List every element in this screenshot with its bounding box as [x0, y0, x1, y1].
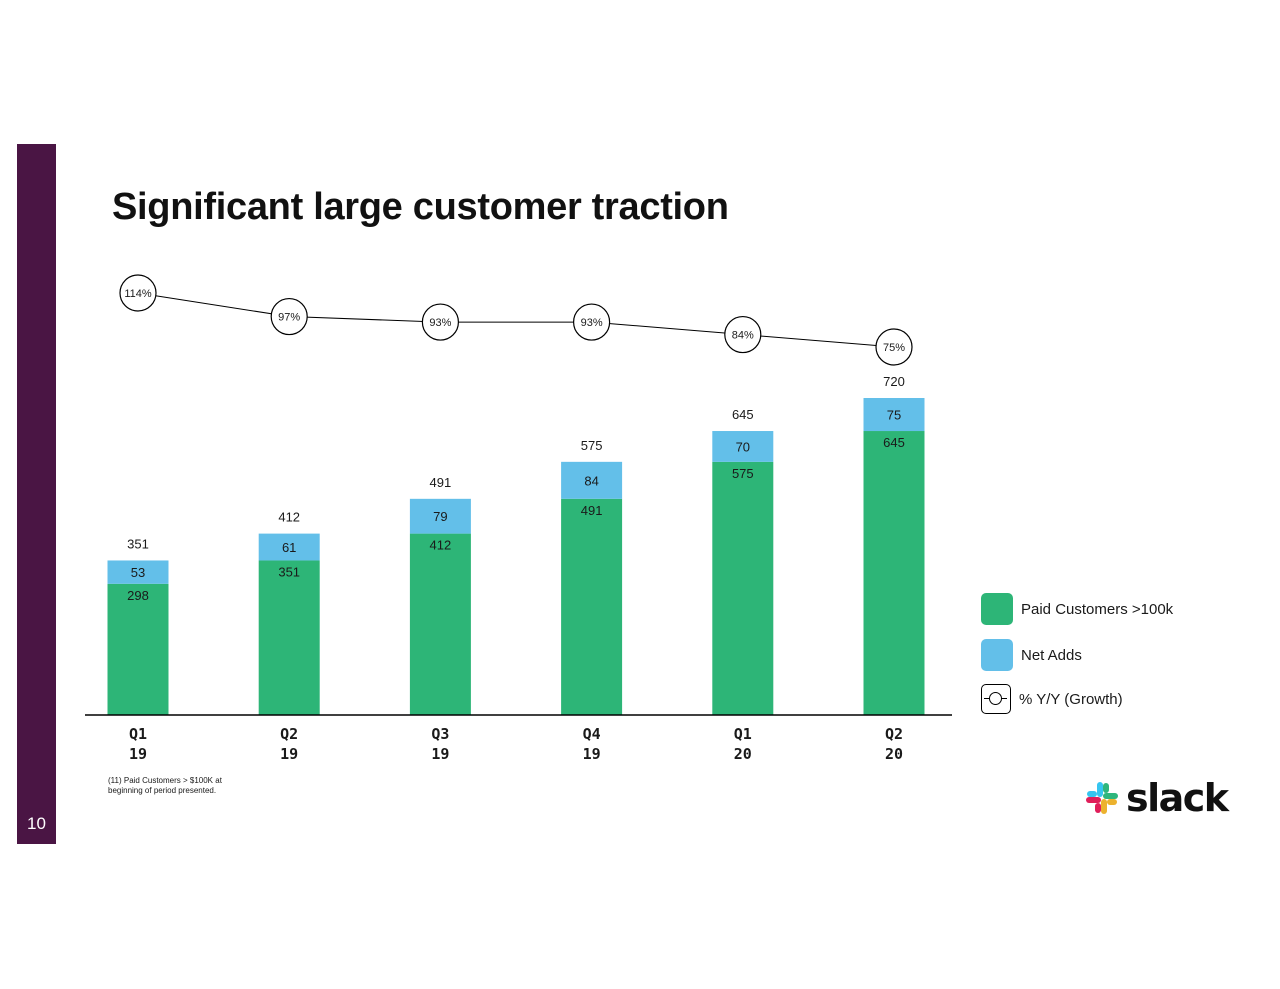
- tick-label-year-5: 20: [885, 745, 903, 763]
- legend-label-growth: % Y/Y (Growth): [1019, 690, 1123, 708]
- tick-label-quarter-1: Q2: [280, 725, 298, 743]
- tick-label-year-1: 19: [280, 745, 298, 763]
- legend-swatch-paid: [981, 593, 1013, 625]
- data-label-total-1: 412: [278, 510, 300, 525]
- bar-net-2: [409, 498, 471, 534]
- tick-label-year-4: 20: [734, 745, 752, 763]
- data-label-paid-4: 575: [732, 466, 754, 481]
- page-title: Significant large customer traction: [112, 186, 729, 228]
- slack-wordmark: slack: [1126, 776, 1229, 820]
- growth-marker-1: [270, 297, 308, 336]
- data-label-total-0: 351: [127, 536, 149, 551]
- legend-swatch-net: [981, 639, 1013, 671]
- growth-marker-3: [572, 303, 611, 341]
- bar-paid-5: [863, 431, 925, 715]
- bar-paid-2: [409, 533, 471, 715]
- bar-net-4: [712, 431, 774, 462]
- data-label-net-5: 75: [887, 408, 901, 423]
- growth-label-2: 93%: [429, 317, 451, 329]
- tick-label-quarter-3: Q4: [583, 725, 601, 743]
- data-label-net-0: 53: [131, 565, 145, 580]
- tick-label-quarter-0: Q1: [129, 725, 147, 743]
- data-label-net-3: 84: [584, 473, 598, 488]
- slack-logo: slack: [1084, 776, 1229, 820]
- data-label-paid-0: 298: [127, 588, 149, 603]
- growth-marker-0: [119, 274, 157, 312]
- legend-item-net: Net Adds: [981, 639, 1082, 671]
- growth-label-1: 97%: [278, 312, 300, 324]
- growth-marker-4: [724, 315, 762, 354]
- bar-paid-3: [561, 498, 623, 715]
- data-label-paid-3: 491: [581, 503, 603, 518]
- data-label-total-4: 645: [732, 407, 754, 422]
- growth-marker-icon: [984, 692, 1007, 705]
- data-label-total-3: 575: [581, 438, 603, 453]
- side-accent-bar: 10: [17, 144, 56, 844]
- bar-paid-1: [258, 560, 320, 715]
- legend-item-growth: % Y/Y (Growth): [981, 683, 1123, 715]
- legend-label-paid: Paid Customers >100k: [1021, 600, 1174, 618]
- bar-net-3: [561, 461, 623, 499]
- data-label-paid-2: 412: [430, 538, 452, 553]
- chart: 53 298 351 61 351 412 79 412 491 84 491 575 70 575 645…: [85, 274, 952, 763]
- bar-net-1: [258, 533, 320, 561]
- tick-label-year-2: 19: [431, 745, 449, 763]
- data-label-paid-1: 351: [278, 564, 300, 579]
- data-label-net-4: 70: [736, 439, 750, 454]
- growth-label-3: 93%: [581, 317, 603, 329]
- page-number: 10: [27, 814, 46, 833]
- legend-label-net: Net Adds: [1021, 646, 1082, 664]
- growth-label-4: 84%: [732, 330, 754, 342]
- data-label-paid-5: 645: [883, 435, 905, 450]
- data-label-net-1: 61: [282, 540, 296, 555]
- legend-swatch-growth: [981, 684, 1011, 714]
- tick-label-quarter-2: Q3: [431, 725, 449, 743]
- footnote: (11) Paid Customers > $100K at beginning…: [108, 776, 222, 795]
- tick-label-year-3: 19: [583, 745, 601, 763]
- growth-label-5: 75%: [883, 342, 905, 354]
- tick-label-quarter-5: Q2: [885, 725, 903, 743]
- growth-marker-5: [875, 328, 913, 366]
- tick-label-year-0: 19: [129, 745, 147, 763]
- growth-label-0: 114%: [124, 288, 152, 300]
- bar-paid-4: [712, 461, 774, 715]
- bar-net-0: [107, 560, 169, 584]
- legend-item-paid: Paid Customers >100k: [981, 593, 1173, 625]
- data-label-total-2: 491: [430, 475, 452, 490]
- growth-line: [137, 292, 895, 348]
- bar-net-5: [863, 398, 925, 432]
- bar-paid-0: [107, 583, 169, 715]
- tick-label-quarter-4: Q1: [734, 725, 752, 743]
- slack-hash-icon: [1086, 782, 1118, 814]
- growth-marker-2: [421, 303, 459, 341]
- data-label-total-5: 720: [883, 374, 905, 389]
- data-label-net-2: 79: [433, 509, 447, 524]
